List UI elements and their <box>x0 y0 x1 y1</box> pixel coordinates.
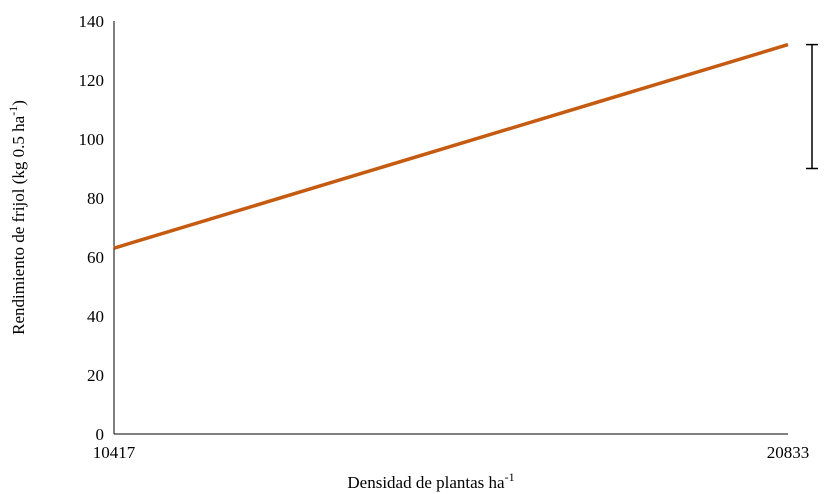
y-tick-label: 0 <box>96 425 105 444</box>
x-tick-label: 20833 <box>767 443 810 462</box>
y-axis-label-sup: -1 <box>6 106 20 116</box>
series-line <box>113 42 789 250</box>
y-tick-label: 120 <box>79 71 105 90</box>
series-lines <box>113 42 789 250</box>
y-tick-label: 60 <box>87 248 104 267</box>
x-tick-label: 10417 <box>93 443 136 462</box>
x-tick-labels: 10417 20833 <box>93 443 810 462</box>
y-tick-label: 140 <box>79 12 105 31</box>
y-axis-label-main: Rendimiento de frijol (kg 0.5 ha <box>9 115 28 335</box>
y-tick-labels: 0 20 40 60 80 100 120 140 <box>79 12 105 444</box>
y-tick-label: 20 <box>87 366 104 385</box>
y-tick-label: 40 <box>87 307 104 326</box>
y-tick-label: 100 <box>79 130 105 149</box>
x-axis-label: Densidad de plantas ha-1 <box>347 470 514 492</box>
x-axis-label-main: Densidad de plantas ha <box>347 473 505 492</box>
y-axis-label-close: ) <box>9 100 28 106</box>
x-axis-label-sup: -1 <box>505 470 515 484</box>
y-axis-label: Rendimiento de frijol (kg 0.5 ha-1) <box>6 100 28 335</box>
y-tick-label: 80 <box>87 189 104 208</box>
error-bar <box>806 43 818 170</box>
